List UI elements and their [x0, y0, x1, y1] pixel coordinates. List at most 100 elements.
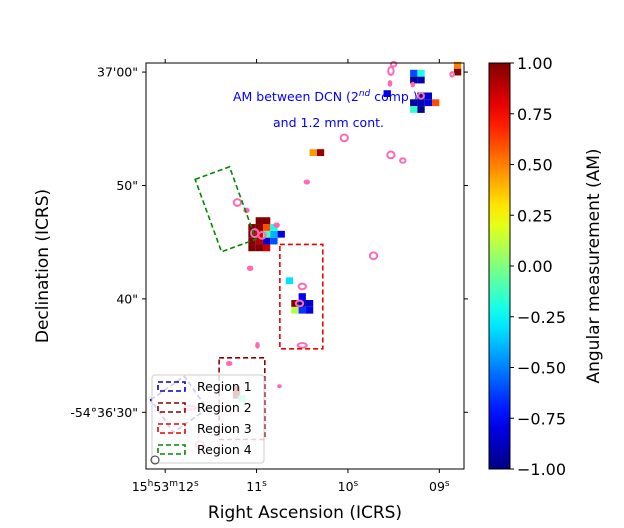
- am-pixel-10: [285, 277, 294, 285]
- colorbar-tick-label-0: 1.00: [517, 54, 553, 73]
- am-pixel-3: [291, 306, 299, 314]
- am-pixel-4: [298, 306, 306, 314]
- am-pixel-13: [262, 244, 271, 252]
- colorbar-tick-label-7: −0.75: [517, 409, 566, 428]
- colorbar-tick-label-1: 0.75: [517, 105, 553, 124]
- am-pixel-31: [410, 106, 418, 113]
- x-axis-ticks: 15h53m12s 11s 10s 09s: [132, 59, 450, 494]
- continuum-contour-9: [368, 251, 379, 261]
- beam-ellipse: [150, 455, 160, 465]
- colorbar-ticks: 1.00 0.75 0.50 0.25 0.00 −0.25 −0.50 −0.75 −1.00: [510, 54, 566, 479]
- am-pixel-11: [248, 244, 256, 252]
- colorbar-tick-label-2: 0.50: [517, 156, 553, 175]
- x-tick-label-0: 15h53m12s: [132, 479, 199, 494]
- y-tick-label-2: 50": [116, 178, 138, 193]
- continuum-contour-21: [417, 92, 425, 100]
- contour-layer: [182, 60, 455, 451]
- plot-frame: [145, 62, 465, 470]
- annotation-line-2: and 1.2 mm cont.: [273, 115, 384, 130]
- legend: Region 1 Region 2 Region 3 Region 4: [151, 374, 265, 464]
- am-pixel-5: [305, 306, 314, 314]
- continuum-contour-4: [255, 342, 260, 349]
- am-pixel-36: [432, 99, 440, 107]
- colorbar-tick-label-3: 0.25: [517, 206, 553, 225]
- continuum-contour-22: [387, 65, 395, 76]
- am-pixel-43: [417, 69, 425, 77]
- am-pixel-42: [410, 69, 418, 77]
- am-pixel-39: [383, 90, 391, 98]
- y-axis-label: Declination (ICRS): [33, 189, 53, 343]
- continuum-contour-19: [387, 80, 393, 87]
- continuum-contour-17: [386, 150, 396, 160]
- am-pixel-45: [453, 61, 462, 69]
- legend-frame: [151, 374, 265, 464]
- colorbar-tick-label-6: −0.50: [517, 359, 566, 378]
- am-pixel-29: [309, 149, 317, 156]
- continuum-contour-12: [273, 222, 280, 228]
- legend-label-2: Region 2: [197, 400, 252, 415]
- am-pixel-33: [410, 99, 418, 107]
- continuum-contour-23: [389, 60, 398, 68]
- continuum-contour-2: [225, 360, 233, 367]
- continuum-contour-24: [449, 71, 455, 78]
- am-pixel-17: [270, 237, 278, 245]
- am-pixel-23: [248, 224, 256, 231]
- x-axis-label: Right Ascension (ICRS): [208, 503, 402, 523]
- legend-swatch-4: [157, 444, 186, 455]
- continuum-contour-8: [246, 265, 254, 272]
- y-tick-label-0: -54°36'30": [70, 405, 138, 420]
- region-box-3: [279, 243, 324, 350]
- continuum-contour-16: [399, 157, 407, 164]
- am-pixel-16: [262, 237, 271, 245]
- colorbar-tick-label-8: −1.00: [517, 460, 566, 479]
- annotation: AM between DCN (2nd comp.) and 1.2 mm co…: [233, 89, 418, 130]
- continuum-contour-15: [303, 179, 311, 185]
- am-pixel-32: [417, 106, 425, 113]
- am-pixel-22: [277, 230, 285, 238]
- legend-label-1: Region 1: [197, 379, 252, 394]
- continuum-contour-6: [294, 299, 305, 308]
- annotation-line-1: AM between DCN (2nd comp.): [233, 89, 418, 104]
- am-pixel-44: [453, 68, 462, 76]
- am-pixel-26: [270, 224, 278, 231]
- am-pixel-40: [410, 76, 418, 84]
- am-pixel-27: [255, 217, 263, 225]
- am-pixel-28: [262, 217, 271, 225]
- am-pixel-12: [255, 244, 263, 252]
- continuum-contour-20: [410, 81, 416, 88]
- continuum-contour-5: [296, 342, 308, 349]
- continuum-contour-14: [232, 198, 243, 207]
- y-tick-label-1: 40": [116, 291, 138, 306]
- colorbar-label: Angular measurement (AM): [584, 148, 604, 383]
- colorbar: 1.00 0.75 0.50 0.25 0.00 −0.25 −0.50 −0.75 −1.00…: [488, 54, 604, 479]
- am-pixel-25: [262, 224, 271, 231]
- legend-swatch-2: [157, 402, 186, 413]
- legend-swatch-1: [157, 381, 186, 392]
- am-pixel-15: [255, 237, 263, 245]
- am-pixel-20: [262, 230, 271, 238]
- colorbar-tick-label-4: 0.00: [517, 257, 553, 276]
- legend-swatch-3: [157, 423, 186, 434]
- heatmap-plot: AM between DCN (2nd comp.) and 1.2 mm co…: [33, 59, 468, 523]
- am-pixel-14: [248, 237, 256, 245]
- continuum-contour-11: [257, 230, 267, 240]
- y-axis-ticks: -54°36'30" 40" 50" 37'00": [70, 65, 468, 420]
- colorbar-gradient: [489, 63, 510, 469]
- legend-label-4: Region 4: [197, 442, 252, 457]
- am-pixel-38: [424, 92, 433, 100]
- continuum-contour-18: [339, 133, 349, 143]
- y-tick-label-3: 37'00": [97, 65, 138, 80]
- am-pixel-37: [417, 92, 425, 100]
- continuum-contour-7: [297, 282, 307, 291]
- am-pixel-30: [316, 149, 325, 156]
- am-pixel-41: [417, 76, 425, 84]
- am-pixel-35: [424, 99, 433, 107]
- am-pixel-24: [255, 224, 263, 231]
- x-tick-label-2: 10s: [338, 479, 359, 494]
- x-tick-label-1: 11s: [246, 479, 267, 494]
- am-pixel-34: [417, 99, 425, 107]
- am-pixel-8: [305, 300, 314, 307]
- x-tick-label-3: 09s: [429, 479, 450, 494]
- region-box-4: [194, 165, 257, 253]
